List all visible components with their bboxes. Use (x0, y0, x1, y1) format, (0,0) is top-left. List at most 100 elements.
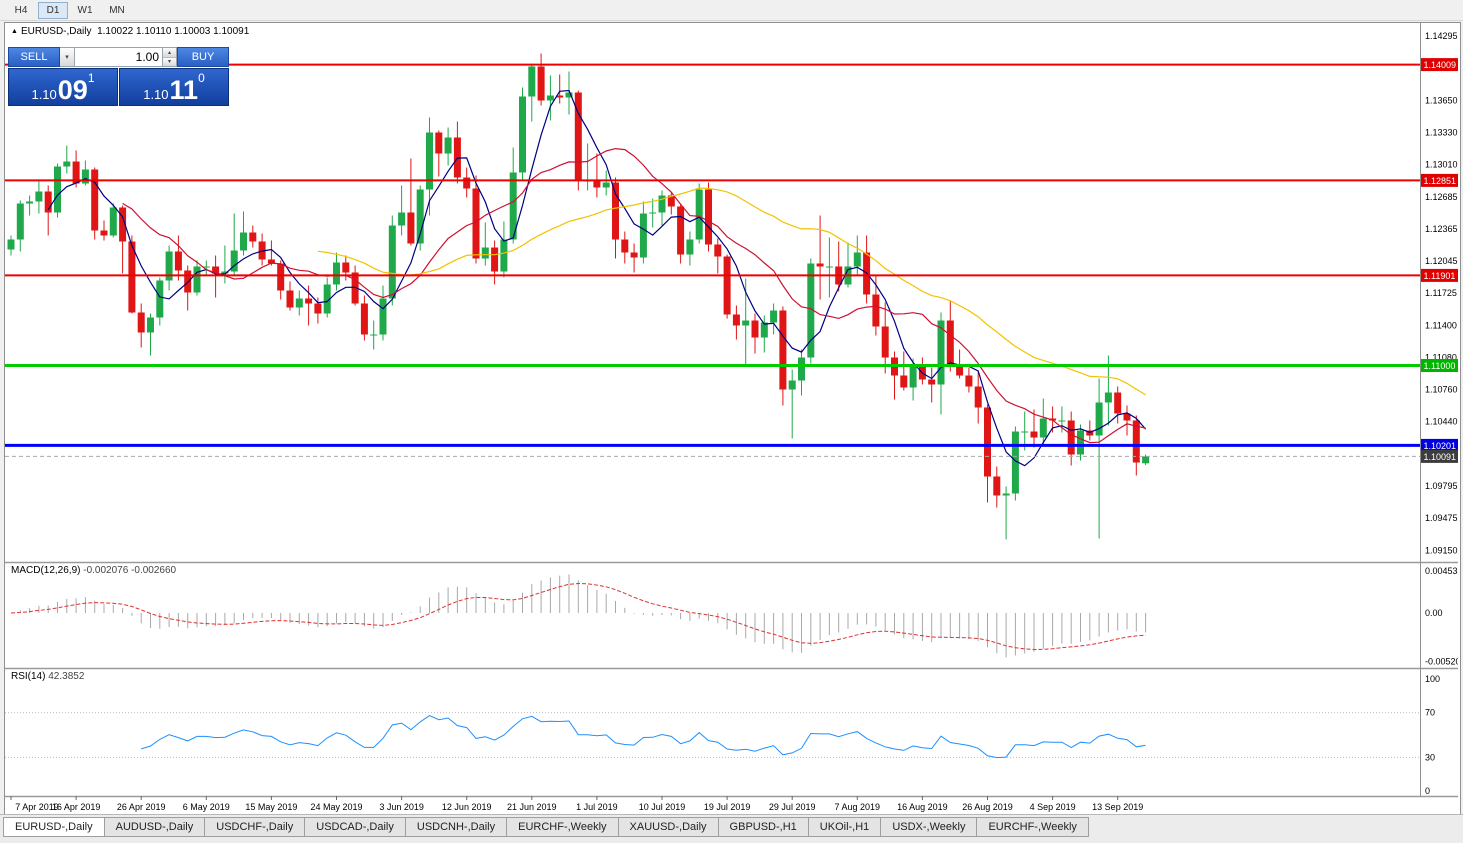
candle (649, 212, 657, 214)
chart-tab-ukoil-h1[interactable]: UKOil-,H1 (807, 817, 882, 837)
candle (119, 207, 127, 242)
timeframe-button-mn[interactable]: MN (109, 4, 125, 16)
chart-tab-usdcnh-daily[interactable]: USDCNH-,Daily (404, 817, 508, 837)
candle (574, 92, 582, 181)
candle (993, 476, 1001, 496)
candle (900, 375, 908, 388)
chart-ohlc-header: ▲ EURUSD-,Daily 1.10022 1.10110 1.10003 1… (11, 26, 249, 37)
date-label: 4 Sep 2019 (1030, 802, 1076, 812)
candle (788, 380, 796, 390)
date-label: 12 Jun 2019 (442, 802, 492, 812)
candle (621, 239, 629, 253)
candle (137, 312, 145, 333)
candle (54, 166, 61, 213)
candle (1039, 418, 1047, 438)
price-tick-label: 1.11080 (1425, 353, 1457, 363)
date-label: 19 Jul 2019 (704, 802, 751, 812)
timeframe-button-w1[interactable]: W1 (77, 4, 93, 16)
timeframe-button-h4[interactable]: H4 (14, 4, 28, 16)
macd-signal-line (10, 582, 1146, 651)
chart-tab-gbpusd-h1[interactable]: GBPUSD-,H1 (717, 817, 809, 837)
chart-tab-eurchf-weekly[interactable]: EURCHF-,Weekly (976, 817, 1089, 837)
sell-price-pips: 09 (57, 75, 88, 105)
candle (1077, 430, 1084, 455)
buy-price-box[interactable]: 1.10 11 0 (119, 68, 229, 106)
candle (509, 172, 517, 240)
candle (230, 250, 238, 272)
candle (1030, 431, 1038, 438)
candle (556, 95, 564, 98)
volume-dropdown-icon[interactable]: ▾ (60, 47, 75, 67)
candle (323, 284, 331, 314)
candle (305, 298, 313, 304)
chart-tab-eurusd-daily[interactable]: EURUSD-,Daily (3, 817, 105, 837)
candle (147, 317, 154, 333)
sell-button[interactable]: SELL (8, 47, 60, 67)
candle (44, 191, 52, 213)
date-label: 24 May 2019 (310, 802, 362, 812)
date-label: 7 Aug 2019 (835, 802, 881, 812)
macd-tick-label: -0.005205 (1425, 656, 1458, 666)
sell-price-prefix: 1.10 (31, 87, 57, 102)
candle (537, 66, 545, 101)
candle (881, 326, 889, 358)
candle (314, 303, 322, 314)
candle (63, 161, 71, 167)
price-tick-label: 1.09475 (1425, 513, 1458, 523)
rsi-line (141, 715, 1146, 759)
candle (7, 239, 15, 250)
candle (1132, 420, 1140, 463)
buy-button[interactable]: BUY (177, 47, 229, 67)
candle (1021, 431, 1029, 433)
ma-line-ma-fast (47, 89, 1147, 467)
chart-tab-usdx-weekly[interactable]: USDX-,Weekly (880, 817, 978, 837)
price-tag-label: 1.10201 (1424, 441, 1457, 451)
candle (816, 263, 824, 267)
price-tag-1.12851 (1421, 173, 1458, 187)
symbol-marker-icon: ▲ (11, 28, 18, 35)
candle (416, 189, 424, 244)
rsi-tick-label: 70 (1425, 708, 1435, 718)
chart-tab-usdcad-daily[interactable]: USDCAD-,Daily (304, 817, 406, 837)
candle (72, 161, 80, 184)
price-tag-1.10091 (1421, 449, 1458, 463)
timeframe-button-d1[interactable]: D1 (38, 1, 68, 19)
volume-up-icon[interactable]: ▴ (163, 48, 176, 57)
date-label: 26 Aug 2019 (962, 802, 1013, 812)
volume-input[interactable] (75, 47, 163, 67)
date-label: 29 Jul 2019 (769, 802, 816, 812)
date-label: 15 May 2019 (245, 802, 297, 812)
candle (156, 280, 164, 318)
price-tick-label: 1.12045 (1425, 256, 1458, 266)
chart-tab-usdchf-daily[interactable]: USDCHF-,Daily (204, 817, 306, 837)
candle (351, 272, 359, 304)
candle (379, 298, 387, 335)
chart-tab-eurchf-weekly[interactable]: EURCHF-,Weekly (506, 817, 619, 837)
candle (770, 310, 778, 323)
price-tag-label: 1.10091 (1424, 452, 1457, 462)
candle (91, 169, 99, 231)
candle (221, 271, 229, 274)
chart-canvas[interactable]: 1.142951.139751.136501.133301.130101.126… (5, 23, 1458, 813)
candle (481, 247, 489, 259)
candle (1142, 456, 1150, 464)
candle (872, 294, 880, 327)
chart-tab-audusd-daily[interactable]: AUDUSD-,Daily (103, 817, 206, 837)
candle (277, 263, 285, 291)
candle (360, 303, 368, 335)
candle (602, 182, 610, 188)
sell-price-box[interactable]: 1.10 09 1 (8, 68, 118, 106)
date-label: 16 Aug 2019 (897, 802, 948, 812)
candle (677, 206, 685, 255)
candle (1123, 413, 1131, 421)
date-label: 16 Apr 2019 (52, 802, 101, 812)
volume-down-icon[interactable]: ▾ (163, 56, 176, 66)
candle (946, 320, 954, 365)
candle (519, 96, 526, 173)
candle (779, 310, 787, 390)
macd-name: MACD(12,26,9) (11, 565, 81, 576)
chart-tab-xauusd-daily[interactable]: XAUUSD-,Daily (617, 817, 719, 837)
price-tag-1.11901 (1421, 268, 1458, 282)
price-tick-label: 1.12365 (1425, 224, 1458, 234)
rsi-name: RSI(14) (11, 671, 46, 682)
